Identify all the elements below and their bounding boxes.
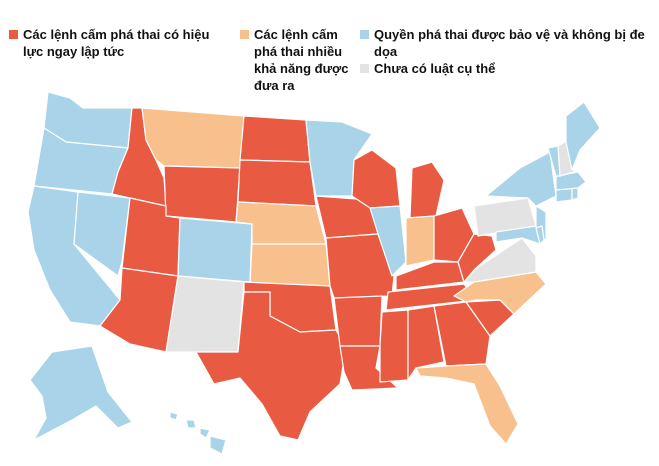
state-alaska — [29, 345, 133, 441]
state-florida — [415, 363, 519, 445]
legend-item-no-law: Chưa có luật cụ thể — [360, 60, 496, 77]
state-kansas — [249, 243, 331, 287]
state-montana — [141, 107, 245, 169]
state-north-dakota — [239, 115, 311, 163]
state-illinois — [369, 205, 407, 277]
state-new-hampshire — [557, 139, 575, 177]
legend-swatch-likely-ban — [240, 30, 249, 39]
legend-label: Các lệnh cấm phá thai có hiệu lực ngay l… — [23, 27, 210, 59]
state-hawaii — [169, 411, 227, 455]
legend-label: Quyền phá thai được bảo vệ và không bị đ… — [374, 27, 645, 59]
map-legend: Các lệnh cấm phá thai có hiệu lực ngay l… — [0, 0, 659, 94]
state-maine — [565, 101, 601, 171]
state-wisconsin — [351, 149, 401, 209]
state-new-mexico — [165, 275, 245, 353]
state-indiana — [405, 215, 435, 267]
state-rhode-island — [571, 187, 579, 201]
state-maryland — [495, 225, 541, 245]
legend-swatch-no-law — [360, 64, 369, 73]
state-colorado — [177, 217, 253, 283]
state-new-york — [485, 151, 557, 207]
legend-swatch-protected — [360, 30, 369, 39]
state-west-virginia — [457, 233, 497, 283]
state-michigan — [409, 161, 445, 219]
legend-item-likely-ban: Các lệnh cấm phá thai nhiều khả năng đượ… — [240, 26, 349, 94]
state-arkansas — [333, 295, 383, 347]
state-mississippi — [379, 309, 409, 383]
state-wyoming — [163, 165, 241, 223]
state-delaware — [535, 225, 545, 245]
legend-swatch-immediate-ban — [9, 30, 18, 39]
state-texas — [195, 291, 347, 441]
state-alabama — [407, 305, 445, 381]
state-georgia — [433, 301, 491, 367]
us-abortion-map — [27, 91, 601, 455]
state-arizona — [99, 267, 179, 353]
legend-item-immediate-ban: Các lệnh cấm phá thai có hiệu lực ngay l… — [9, 26, 210, 60]
state-south-dakota — [237, 159, 317, 207]
state-nevada — [73, 191, 131, 277]
legend-item-protected: Quyền phá thai được bảo vệ và không bị đ… — [360, 26, 659, 60]
legend-label: Các lệnh cấm phá thai nhiều khả năng đượ… — [254, 27, 349, 93]
legend-label: Chưa có luật cụ thể — [374, 61, 496, 76]
state-massachusetts — [555, 171, 587, 191]
